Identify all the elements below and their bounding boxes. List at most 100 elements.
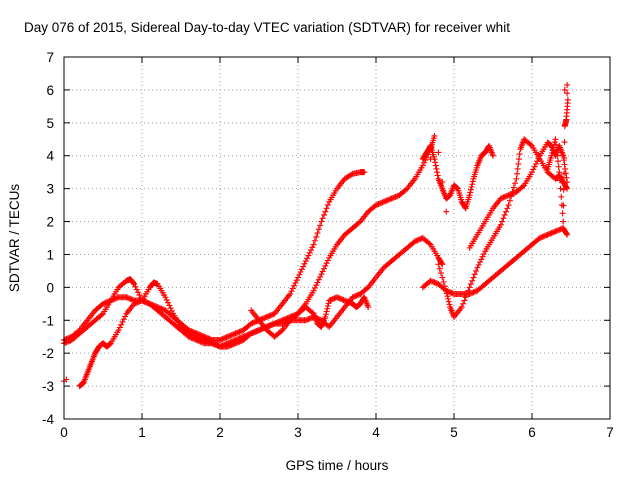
y-tick-label: 6 bbox=[46, 83, 54, 98]
data-point-sample bbox=[434, 169, 441, 176]
data-point-sample bbox=[556, 177, 563, 184]
data-point-sample bbox=[470, 274, 477, 281]
data-point-sample bbox=[319, 215, 326, 222]
data-point-sample bbox=[530, 166, 537, 173]
data-point-sample bbox=[499, 218, 506, 225]
data-point-sample bbox=[445, 295, 452, 302]
data-point-sample bbox=[479, 253, 486, 260]
data-point-sample bbox=[551, 139, 558, 146]
data-point-sample bbox=[514, 170, 521, 177]
data-point-sample bbox=[516, 156, 522, 163]
data-point-sample bbox=[323, 308, 330, 315]
y-tick-label: -4 bbox=[42, 412, 54, 427]
data-point bbox=[466, 284, 473, 291]
data-point-sample bbox=[473, 267, 480, 274]
data-point bbox=[564, 96, 571, 103]
data-point-sample bbox=[467, 186, 474, 193]
data-point-sample bbox=[560, 186, 567, 193]
data-point bbox=[443, 287, 450, 294]
data-point-sample bbox=[469, 178, 476, 185]
data-point-sample bbox=[136, 292, 143, 299]
data-point-sample bbox=[130, 280, 137, 287]
x-tick-label: 3 bbox=[294, 425, 302, 440]
data-point-sample bbox=[132, 283, 139, 290]
data-point-sample bbox=[475, 261, 482, 268]
data-point-sample bbox=[553, 141, 560, 148]
data-point-sample bbox=[402, 186, 409, 193]
data-point bbox=[560, 218, 567, 225]
data-point bbox=[115, 327, 122, 334]
series-track-b bbox=[61, 132, 438, 350]
x-tick-label: 1 bbox=[138, 425, 146, 440]
data-point-sample bbox=[348, 171, 355, 178]
series-track-g bbox=[419, 142, 496, 212]
series-track-d bbox=[248, 294, 372, 340]
data-point-sample bbox=[309, 244, 316, 251]
data-point-sample bbox=[514, 165, 521, 172]
data-point-sample bbox=[311, 284, 318, 291]
data-point-sample bbox=[531, 163, 538, 170]
data-point-sample bbox=[315, 226, 322, 233]
data-point-sample bbox=[443, 290, 450, 297]
data-point-sample bbox=[460, 300, 467, 307]
data-point-sample bbox=[559, 210, 566, 217]
data-point bbox=[318, 218, 325, 225]
data-point-sample bbox=[558, 193, 565, 200]
data-point-sample bbox=[467, 189, 474, 196]
data-point-sample bbox=[317, 273, 324, 280]
data-point-sample bbox=[563, 174, 570, 181]
data-point-sample bbox=[445, 298, 452, 305]
y-tick-label: 3 bbox=[46, 182, 54, 197]
data-point-sample bbox=[440, 278, 447, 285]
data-point-sample bbox=[356, 219, 363, 226]
data-point-sample bbox=[519, 183, 526, 190]
data-point-sample bbox=[311, 237, 318, 244]
data-point-sample bbox=[163, 296, 170, 303]
plot-frame bbox=[63, 56, 611, 420]
data-point-sample bbox=[560, 202, 567, 209]
data-point-sample bbox=[438, 260, 445, 267]
data-point-sample bbox=[549, 149, 556, 156]
data-point bbox=[318, 271, 325, 278]
data-point-sample bbox=[557, 185, 564, 192]
data-point-sample bbox=[305, 252, 312, 259]
data-point-sample bbox=[313, 233, 320, 240]
data-point bbox=[466, 192, 473, 199]
data-point bbox=[435, 149, 442, 156]
data-point-sample bbox=[298, 266, 305, 273]
data-point bbox=[497, 221, 504, 228]
data-point-sample bbox=[165, 299, 171, 306]
y-tick-label: 1 bbox=[46, 247, 54, 262]
data-point-sample bbox=[120, 316, 127, 323]
data-point-sample bbox=[480, 250, 487, 257]
x-tick-label: 7 bbox=[606, 425, 614, 440]
data-point-sample bbox=[308, 247, 314, 254]
data-point bbox=[564, 90, 571, 97]
data-point-sample bbox=[297, 269, 304, 276]
data-point-sample bbox=[562, 165, 569, 172]
data-point bbox=[310, 241, 317, 248]
data-point-sample bbox=[532, 160, 539, 167]
data-point-sample bbox=[322, 262, 329, 269]
data-point-sample bbox=[462, 294, 469, 301]
y-tick-label: -3 bbox=[42, 379, 54, 394]
data-point-sample bbox=[363, 285, 370, 292]
data-point-sample bbox=[306, 249, 313, 256]
data-point bbox=[505, 202, 512, 209]
data-point-sample bbox=[315, 276, 322, 283]
data-point-sample bbox=[288, 288, 295, 295]
data-point bbox=[552, 136, 559, 143]
data-point-sample bbox=[292, 279, 299, 286]
data-point-sample bbox=[468, 183, 475, 190]
data-point-sample bbox=[314, 230, 321, 237]
data-point-sample bbox=[469, 181, 476, 188]
data-point-sample bbox=[477, 259, 483, 266]
data-point bbox=[131, 281, 138, 288]
data-point bbox=[435, 261, 442, 268]
data-point-sample bbox=[321, 265, 327, 272]
data-point-sample bbox=[322, 208, 329, 215]
data-point-sample bbox=[441, 283, 448, 290]
data-point-sample bbox=[516, 151, 523, 158]
data-point-sample bbox=[535, 155, 542, 162]
